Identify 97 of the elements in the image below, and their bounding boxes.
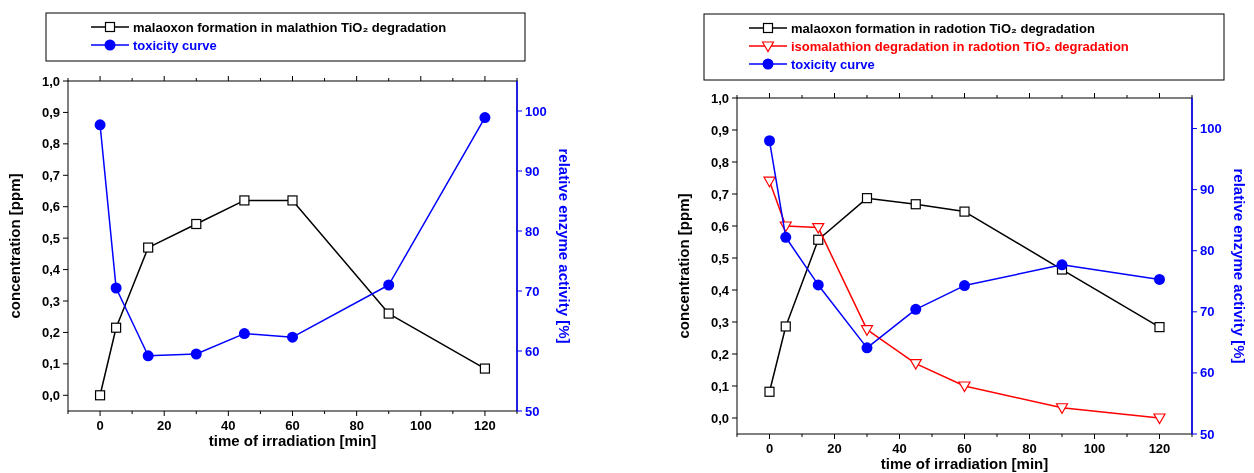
point [910, 303, 922, 315]
point [191, 218, 202, 230]
y-tick-label: 0,4 [41, 262, 61, 278]
point [239, 195, 250, 206]
point [94, 390, 106, 401]
point [780, 231, 792, 243]
y2-tick-label: 70 [525, 283, 540, 299]
point [190, 348, 202, 360]
x-tick-label: 80 [1022, 441, 1037, 456]
point [909, 359, 922, 370]
point [959, 206, 970, 217]
point [1056, 259, 1068, 271]
y2-axis-title: relative enzyme activity [%] [556, 148, 573, 344]
point [959, 280, 970, 292]
x-axis-title: time of irradiation [min] [208, 432, 377, 449]
y2-tick-label: 50 [1200, 426, 1215, 442]
y-tick-label: 0,2 [41, 324, 60, 340]
x-tick-label: 20 [827, 441, 842, 456]
y-axis-title: concentration [ppm] [675, 193, 692, 339]
point [764, 386, 775, 397]
point [763, 176, 776, 188]
point [238, 328, 250, 340]
y2-axis-title: relative enzyme activity [%] [1231, 168, 1248, 364]
point [780, 321, 791, 332]
y-tick-label: 0,8 [710, 154, 729, 170]
point [383, 308, 394, 319]
y-tick-label: 0,1 [710, 378, 729, 394]
y2-tick-label: 50 [525, 403, 540, 419]
point [860, 325, 874, 336]
point [383, 279, 395, 291]
x-tick-label: 80 [349, 418, 364, 433]
point [1154, 322, 1165, 333]
legend-label: malaoxon formation in malathion TiO₂ degradation [133, 19, 447, 35]
y-tick-label: 0,0 [41, 387, 60, 403]
point [287, 331, 298, 343]
y-tick-label: 0,5 [41, 230, 60, 246]
x-tick-label: 0 [765, 441, 774, 456]
y2-tick-label: 90 [525, 163, 540, 179]
y2-tick-label: 100 [1200, 121, 1222, 137]
x-tick-label: 120 [474, 418, 496, 433]
point [910, 199, 921, 210]
y-tick-label: 0,9 [41, 104, 60, 120]
y-tick-label: 0,7 [41, 167, 60, 183]
x-tick-label: 60 [285, 418, 300, 433]
point [110, 282, 122, 294]
y2-tick-label: 80 [1200, 243, 1215, 259]
point [142, 350, 154, 362]
x-tick-label: 100 [409, 418, 432, 433]
y2-tick-label: 60 [1200, 365, 1215, 381]
y-axis-title: concentration [ppm] [6, 173, 23, 319]
point [1153, 413, 1166, 425]
x-axis-title: time of irradiation [min] [880, 455, 1049, 472]
x-tick-label: 40 [892, 441, 907, 456]
point [861, 193, 873, 204]
point [287, 195, 298, 206]
x-tick-label: 100 [1083, 441, 1106, 456]
y-tick-label: 0,0 [710, 410, 729, 426]
y-tick-label: 0,7 [710, 186, 729, 202]
point [111, 322, 122, 333]
point [764, 135, 775, 147]
point [812, 223, 825, 234]
point [479, 112, 491, 124]
y-tick-label: 1,0 [41, 73, 60, 89]
y2-tick-label: 80 [525, 223, 540, 239]
point [1055, 403, 1069, 414]
legend-label: malaoxon formation in radotion TiO₂ degradation [791, 20, 1095, 36]
point [479, 363, 491, 374]
point [813, 234, 824, 245]
point [861, 342, 873, 354]
point [958, 381, 971, 393]
point [94, 119, 106, 131]
y-tick-label: 0,1 [41, 356, 60, 372]
x-tick-label: 0 [96, 418, 104, 433]
point [1154, 273, 1165, 285]
y-tick-label: 0,6 [41, 199, 60, 215]
y-tick-label: 1,0 [710, 90, 729, 106]
x-tick-label: 60 [957, 441, 972, 456]
y-tick-label: 0,9 [710, 122, 729, 138]
legend-label: toxicity curve [133, 37, 217, 53]
point [812, 279, 824, 291]
y-tick-label: 0,3 [41, 293, 60, 309]
y-tick-label: 0,6 [710, 218, 729, 234]
y-tick-label: 0,2 [710, 346, 729, 362]
y-tick-label: 0,4 [710, 282, 730, 298]
x-tick-label: 120 [1148, 441, 1171, 456]
x-tick-label: 40 [221, 418, 236, 433]
y-tick-label: 0,3 [710, 314, 729, 330]
x-tick-label: 20 [156, 418, 172, 433]
y2-tick-label: 90 [1200, 182, 1215, 198]
y2-tick-label: 100 [525, 103, 547, 119]
legend-label: isomalathion degradation in radotion TiO₂ degradation [791, 38, 1129, 54]
point [143, 242, 154, 253]
y2-tick-label: 60 [525, 343, 540, 359]
y-tick-label: 0,8 [41, 136, 60, 152]
y2-tick-label: 70 [1200, 304, 1215, 320]
y-tick-label: 0,5 [710, 250, 729, 266]
legend-label: toxicity curve [791, 56, 875, 72]
